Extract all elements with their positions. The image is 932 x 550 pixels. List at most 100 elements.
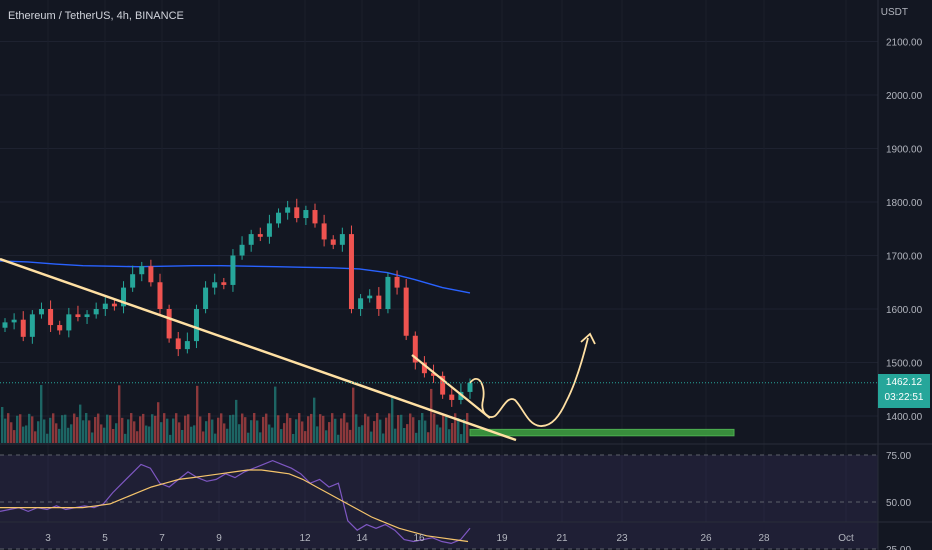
volume-bar	[172, 418, 175, 443]
volume-bar	[403, 427, 406, 443]
volume-bar	[322, 415, 325, 443]
volume-bar	[145, 425, 148, 443]
volume-bar	[166, 418, 169, 443]
volume-bar	[274, 386, 277, 443]
price-tick-label: 1600.00	[886, 305, 923, 316]
wedge-trendline	[411, 354, 491, 419]
candle-body	[102, 303, 108, 309]
candle-body	[321, 223, 327, 240]
target-zone	[469, 428, 735, 437]
volume-bar	[454, 413, 457, 443]
volume-bar	[46, 433, 49, 443]
volume-bar	[415, 432, 418, 443]
candle-body	[303, 210, 309, 219]
time-tick-label: 28	[758, 533, 770, 544]
volume-bar	[52, 413, 55, 443]
volume-bar	[256, 420, 259, 443]
volume-bar	[196, 385, 199, 443]
time-axis[interactable]: 3 5 7 9 12 14 16 19 21 23 26 28 Oct	[45, 533, 854, 544]
bar-countdown: 03:22:51	[884, 392, 924, 403]
candle-body	[75, 314, 81, 318]
time-tick-label: 5	[102, 533, 108, 544]
candle-body	[66, 314, 72, 331]
symbol-title: Ethereum / TetherUS, 4h, BINANCE	[8, 10, 184, 22]
rsi-tick-label: 25.00	[886, 545, 911, 550]
candle-body	[285, 207, 291, 213]
volume-bar	[316, 426, 319, 443]
volume-bar	[22, 426, 25, 443]
volume-bar	[262, 416, 265, 443]
volume-bar	[118, 385, 121, 443]
price-tick-label: 1700.00	[886, 252, 923, 263]
trendlines[interactable]	[0, 257, 878, 442]
volume-bar	[337, 434, 340, 443]
candle-body	[2, 322, 8, 328]
volume-bar	[31, 416, 34, 443]
time-tick-label: 23	[616, 533, 628, 544]
volume-bar	[271, 427, 274, 443]
candle-body	[403, 287, 409, 336]
rsi-tick-label: 75.00	[886, 451, 911, 462]
volume-bar	[373, 421, 376, 443]
volume-bar	[175, 413, 178, 443]
volume-bar	[193, 425, 196, 443]
candle-body	[29, 314, 35, 337]
candle-body	[184, 341, 190, 350]
currency-label: USDT	[880, 7, 908, 18]
candle-body	[130, 274, 136, 288]
volume-bar	[463, 419, 466, 443]
volume-bar	[10, 422, 13, 443]
price-axis[interactable]: 1400.00 1500.00 1600.00 1700.00 1800.00 1900.…	[886, 38, 923, 550]
time-tick-label: 7	[159, 533, 165, 544]
candle-body	[239, 244, 245, 256]
candle-body	[203, 287, 209, 309]
volume-bar	[205, 421, 208, 443]
time-tick-label: Oct	[838, 533, 854, 544]
volume-bar	[202, 431, 205, 443]
candle-body	[57, 325, 63, 331]
volume-bar	[97, 413, 100, 443]
volume-bar	[226, 428, 229, 443]
volume-bar	[91, 432, 94, 443]
volume-bar	[76, 417, 79, 443]
volume-bar	[319, 414, 322, 443]
volume-bar	[343, 413, 346, 443]
volume-bar	[340, 418, 343, 443]
volume-bar	[187, 414, 190, 443]
volume-bar	[325, 430, 328, 443]
volume-bar	[199, 416, 202, 443]
volume-bar	[430, 388, 433, 443]
volume-bar	[379, 419, 382, 443]
volume-bar	[397, 415, 400, 443]
volume-bar	[211, 419, 214, 443]
volume-bar	[247, 432, 250, 443]
volume-bar	[214, 433, 217, 443]
price-tick-label: 1400.00	[886, 412, 923, 423]
volume-bar	[106, 414, 109, 443]
candle-body	[339, 234, 345, 245]
volume-bar	[16, 415, 19, 443]
volume-bar	[103, 427, 106, 443]
volume-bar	[223, 423, 226, 443]
candle-body	[458, 391, 464, 400]
volume-bar	[184, 415, 187, 443]
volume-bar	[298, 413, 301, 443]
price-tick-label: 2100.00	[886, 38, 923, 49]
volume-bar	[313, 397, 316, 443]
candle-body	[212, 282, 218, 288]
volume-bar	[427, 432, 430, 443]
volume-bar	[13, 430, 16, 443]
volume-bar	[136, 431, 139, 443]
volume-bar	[433, 413, 436, 443]
volume-bar	[217, 417, 220, 443]
volume-bar	[412, 417, 415, 443]
volume-bar	[157, 402, 160, 443]
volume-bar	[73, 413, 76, 443]
volume-bar	[409, 413, 412, 443]
volume-bar	[355, 414, 358, 443]
candle-body	[376, 295, 382, 309]
volume-bar	[385, 417, 388, 443]
candle-body	[111, 303, 117, 307]
time-tick-label: 3	[45, 533, 51, 544]
